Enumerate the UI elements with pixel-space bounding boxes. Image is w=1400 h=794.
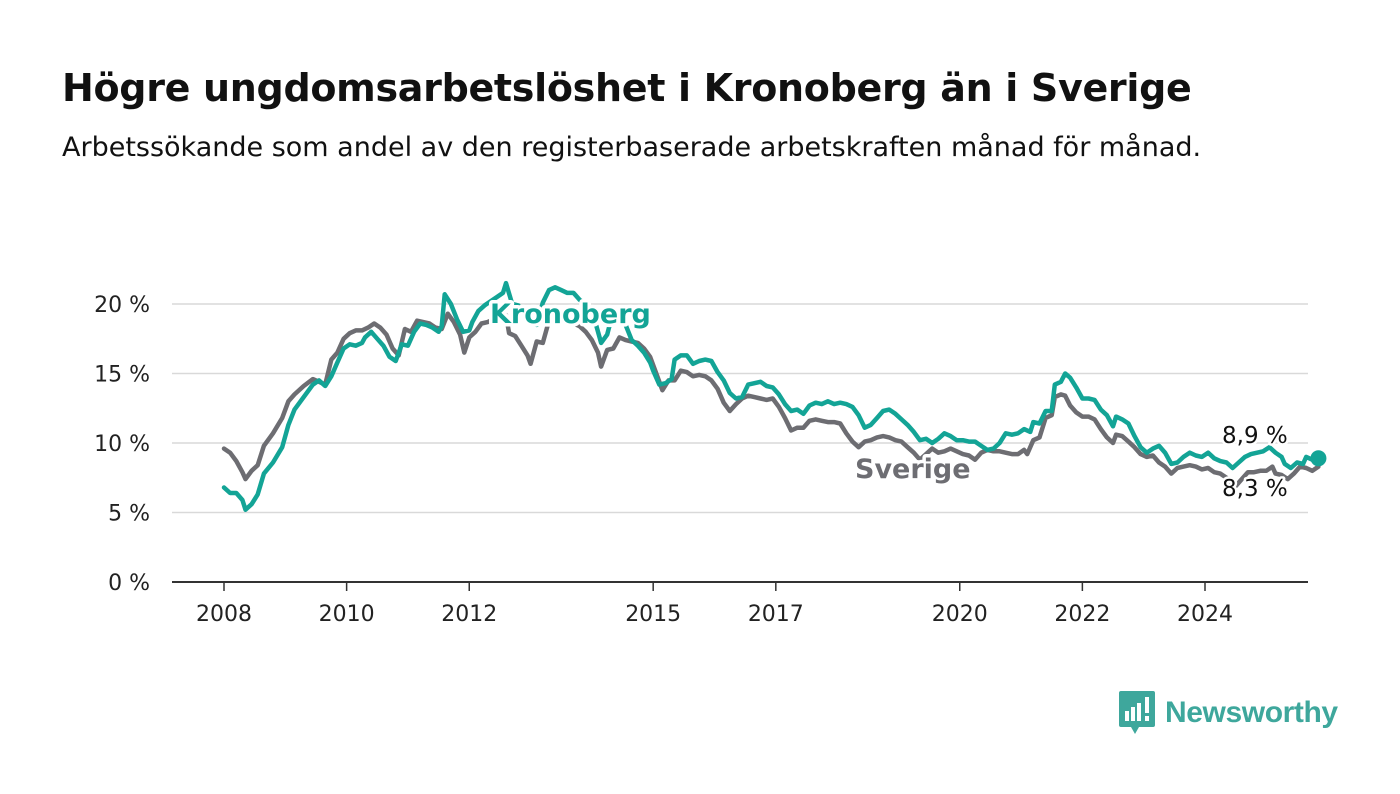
x-tick-label: 2015 — [625, 602, 681, 627]
chart-title: Högre ungdomsarbetslöshet i Kronoberg än… — [62, 66, 1192, 110]
end-value-kronoberg: 8,9 % — [1222, 423, 1288, 449]
y-axis-tick-labels: 0 % 5 % 10 % 15 % 20 % — [94, 293, 150, 596]
data-series — [221, 280, 1327, 512]
series-line-kronoberg — [221, 280, 1321, 512]
series-labels: Kronoberg Sverige 8,9 % 8,3 % — [487, 296, 1291, 505]
y-tick-label: 5 % — [108, 502, 150, 527]
x-tick-label: 2012 — [441, 602, 497, 627]
brand-name: Newsworthy — [1165, 696, 1338, 729]
newsworthy-logo: Newsworthy — [1119, 690, 1338, 736]
series-label-kronoberg: Kronoberg — [490, 299, 651, 330]
x-tick-label: 2020 — [932, 602, 988, 627]
y-tick-label: 20 % — [94, 293, 150, 318]
x-tick-label: 2022 — [1054, 602, 1110, 627]
y-tick-label: 0 % — [108, 571, 150, 596]
chart-subtitle: Arbetssökande som andel av den registerb… — [62, 132, 1202, 163]
y-tick-label: 15 % — [94, 363, 150, 388]
series-label-sverige: Sverige — [855, 454, 971, 485]
series-line-sverige — [221, 311, 1321, 489]
end-marker-kronoberg — [1310, 450, 1327, 467]
x-tick-label: 2024 — [1177, 602, 1233, 627]
bar-chart-speech-bubble-icon — [1119, 691, 1155, 734]
x-tick-label: 2008 — [196, 602, 252, 627]
x-axis: 2008 2010 2012 2015 2017 2020 2022 2024 — [172, 581, 1308, 627]
gridlines — [172, 303, 1308, 514]
x-tick-label: 2010 — [319, 602, 375, 627]
end-value-sverige: 8,3 % — [1222, 476, 1288, 502]
y-tick-label: 10 % — [94, 432, 150, 457]
x-tick-label: 2017 — [748, 602, 804, 627]
